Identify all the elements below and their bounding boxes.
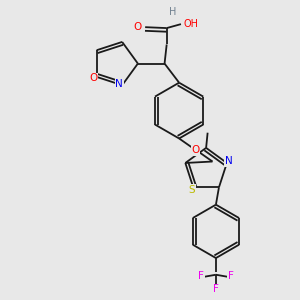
Text: S: S <box>188 185 195 195</box>
Text: N: N <box>224 156 232 167</box>
Text: O: O <box>192 145 200 155</box>
Text: N: N <box>115 79 123 89</box>
Text: F: F <box>227 271 233 281</box>
Text: OH: OH <box>183 19 198 29</box>
Text: F: F <box>213 284 219 294</box>
Text: F: F <box>198 271 204 281</box>
Text: O: O <box>90 74 98 83</box>
Text: O: O <box>134 22 142 32</box>
Text: H: H <box>169 7 176 17</box>
